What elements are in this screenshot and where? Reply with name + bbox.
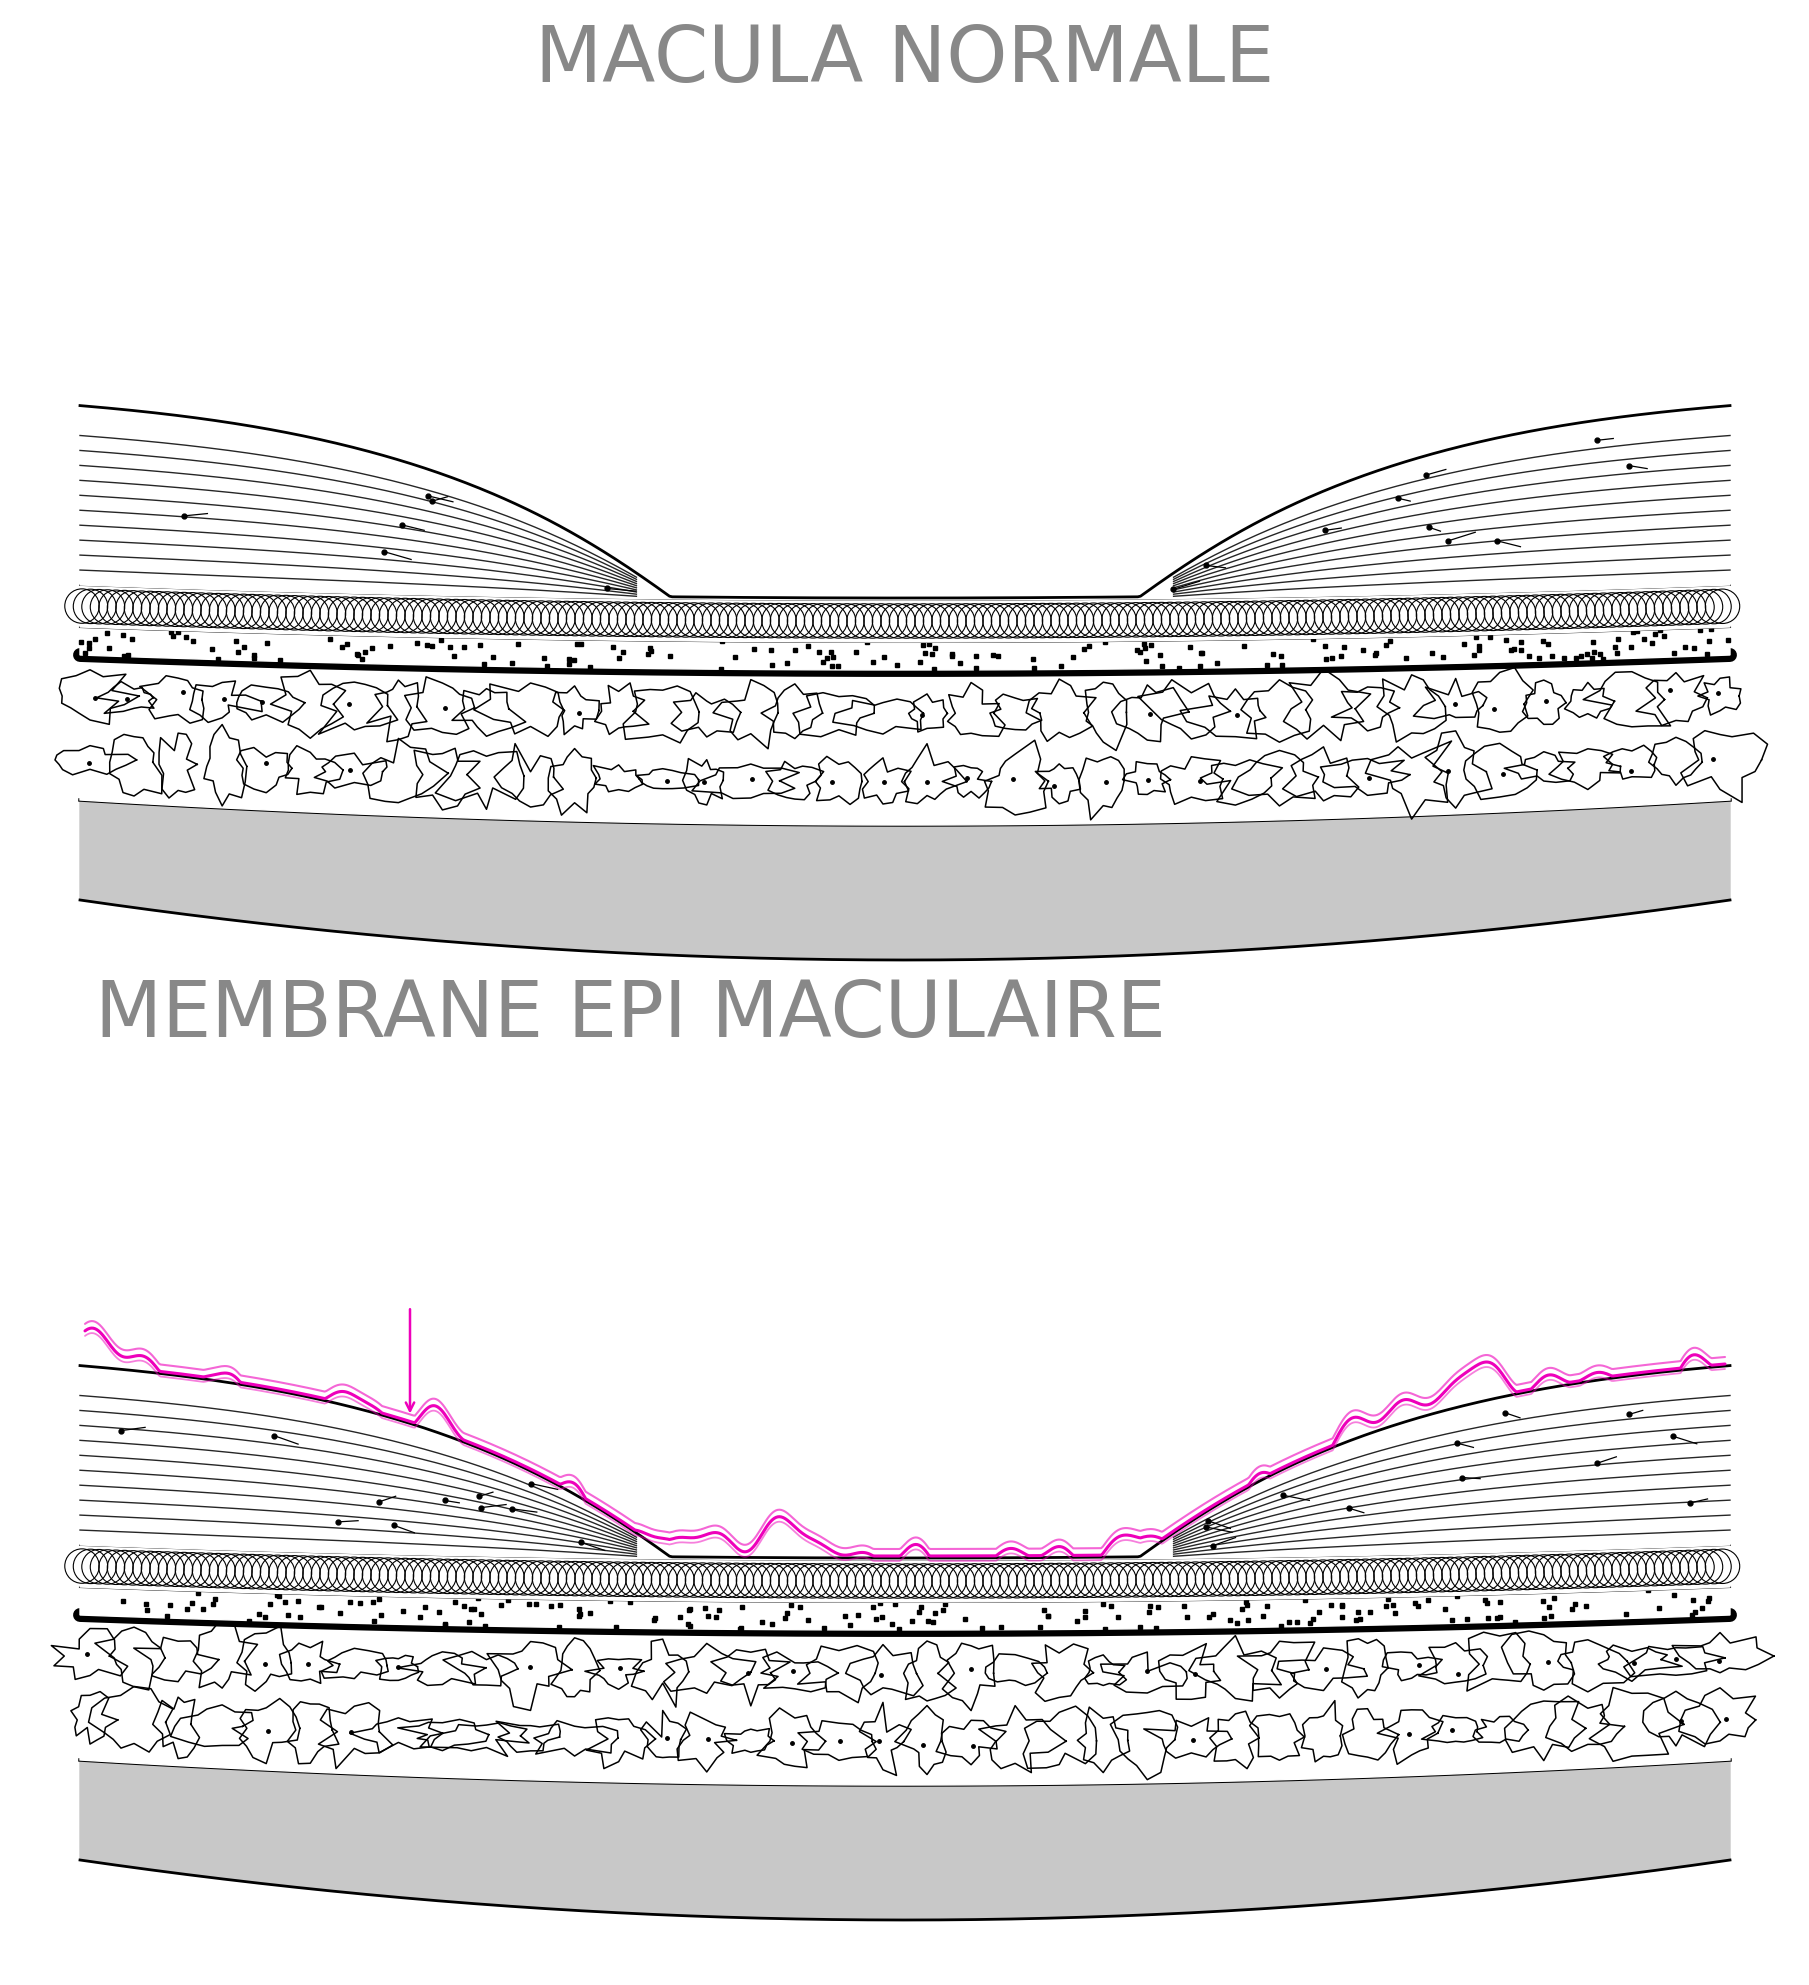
Polygon shape: [80, 1761, 1729, 1919]
Polygon shape: [80, 1586, 1729, 1630]
Text: MEMBRANE EPI MACULAIRE: MEMBRANE EPI MACULAIRE: [94, 977, 1165, 1052]
Polygon shape: [80, 655, 1729, 826]
Polygon shape: [80, 627, 1729, 671]
Polygon shape: [80, 1544, 1729, 1602]
Polygon shape: [80, 1366, 1729, 1560]
Polygon shape: [80, 586, 1729, 641]
Text: MACULA NORMALE: MACULA NORMALE: [535, 22, 1275, 97]
Polygon shape: [80, 405, 1729, 599]
Polygon shape: [80, 800, 1729, 961]
Polygon shape: [80, 1616, 1729, 1785]
